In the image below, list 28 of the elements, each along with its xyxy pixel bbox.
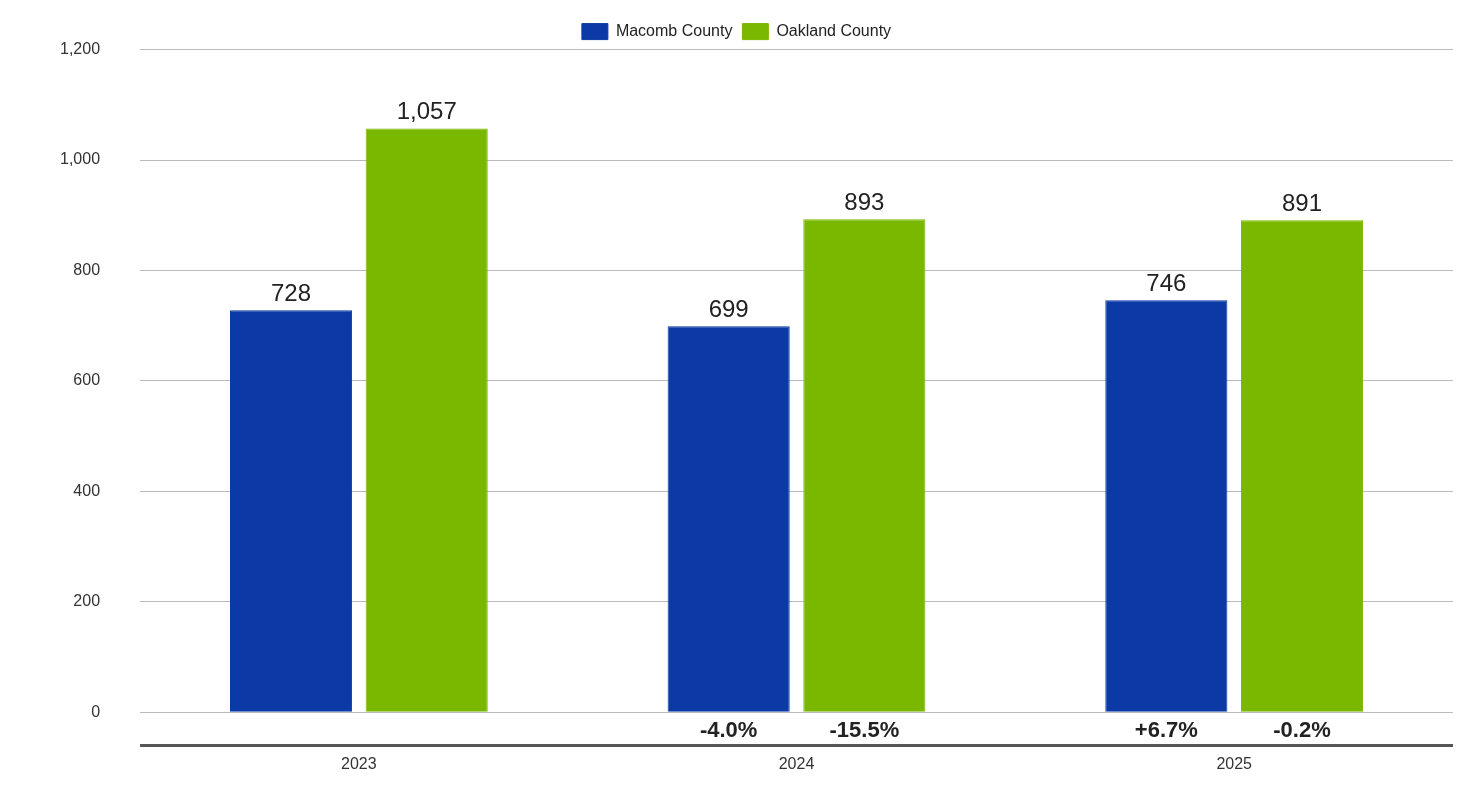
bar (1240, 220, 1364, 712)
bar (1105, 300, 1228, 712)
x-tick-label: 2024 (778, 755, 815, 773)
annotation: -0.2% (1273, 716, 1331, 742)
y-tick-label: 200 (73, 592, 101, 610)
data-label: 746 (1146, 268, 1187, 296)
data-label: 728 (271, 278, 312, 306)
data-label: 1,057 (396, 97, 457, 125)
y-tick-label: 400 (73, 481, 101, 499)
y-tick-label: 1,000 (59, 150, 101, 168)
y-tick-label: 600 (73, 371, 101, 389)
data-label: 891 (1281, 188, 1323, 216)
bar (229, 310, 353, 712)
annotation: +6.7% (1134, 716, 1198, 742)
legend-label: Oakland County (776, 22, 892, 40)
y-tick-label: 1,200 (59, 40, 101, 58)
bar (667, 326, 790, 712)
annotation: -15.5% (829, 716, 900, 742)
bar (803, 219, 926, 712)
x-tick-label: 2023 (341, 755, 377, 773)
bar (365, 128, 488, 712)
x-tick-label: 2025 (1216, 755, 1253, 773)
y-tick-label: 800 (73, 260, 101, 278)
legend-label: Macomb County (615, 22, 733, 40)
data-label: 699 (708, 294, 749, 322)
annotation: -4.0% (699, 716, 758, 742)
y-tick-label: 0 (91, 702, 101, 720)
data-label: 893 (844, 187, 885, 215)
